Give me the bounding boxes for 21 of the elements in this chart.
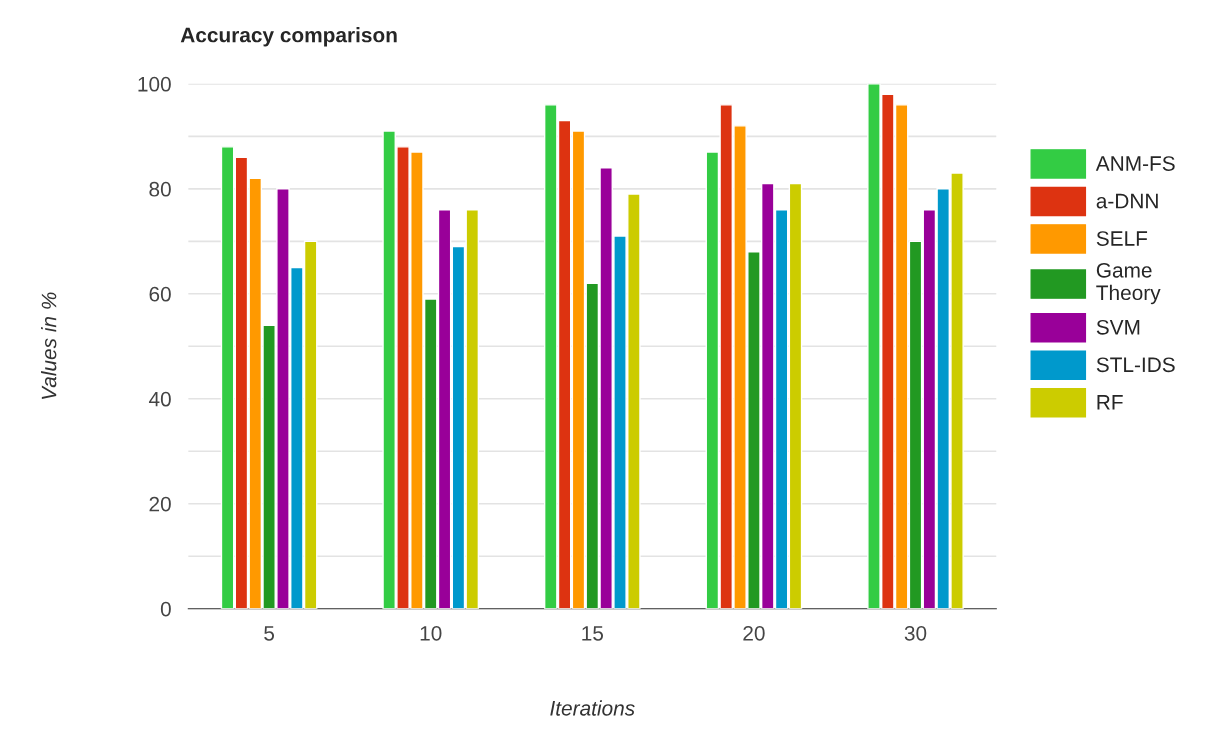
x-tick-label: 10 [420, 625, 442, 641]
legend-label: SELF [1096, 231, 1148, 246]
x-axis-title: Iterations [550, 700, 635, 716]
legend-label: a-DNN [1096, 193, 1158, 209]
x-tick-label: 30 [904, 625, 927, 641]
y-tick-label: 60 [149, 286, 171, 302]
legend-label: Game Theory [1096, 262, 1161, 305]
legend-label: ANM-FS [1095, 156, 1175, 171]
legend-label: SVM [1096, 319, 1140, 335]
x-tick-label: 15 [582, 626, 604, 641]
y-tick-label: 100 [138, 76, 171, 92]
y-tick-label: 80 [149, 181, 171, 197]
y-tick-label: 20 [149, 496, 171, 512]
legend-label: RF [1097, 395, 1123, 410]
x-tick-label: 5 [264, 626, 275, 641]
x-tick-label: 20 [743, 625, 765, 641]
chart-title: Accuracy comparison [180, 27, 397, 47]
y-tick-label: 0 [160, 601, 171, 617]
y-tick-label: 40 [148, 391, 171, 407]
legend-label: STL-IDS [1096, 357, 1175, 373]
y-axis-title: Values in % [41, 292, 57, 400]
